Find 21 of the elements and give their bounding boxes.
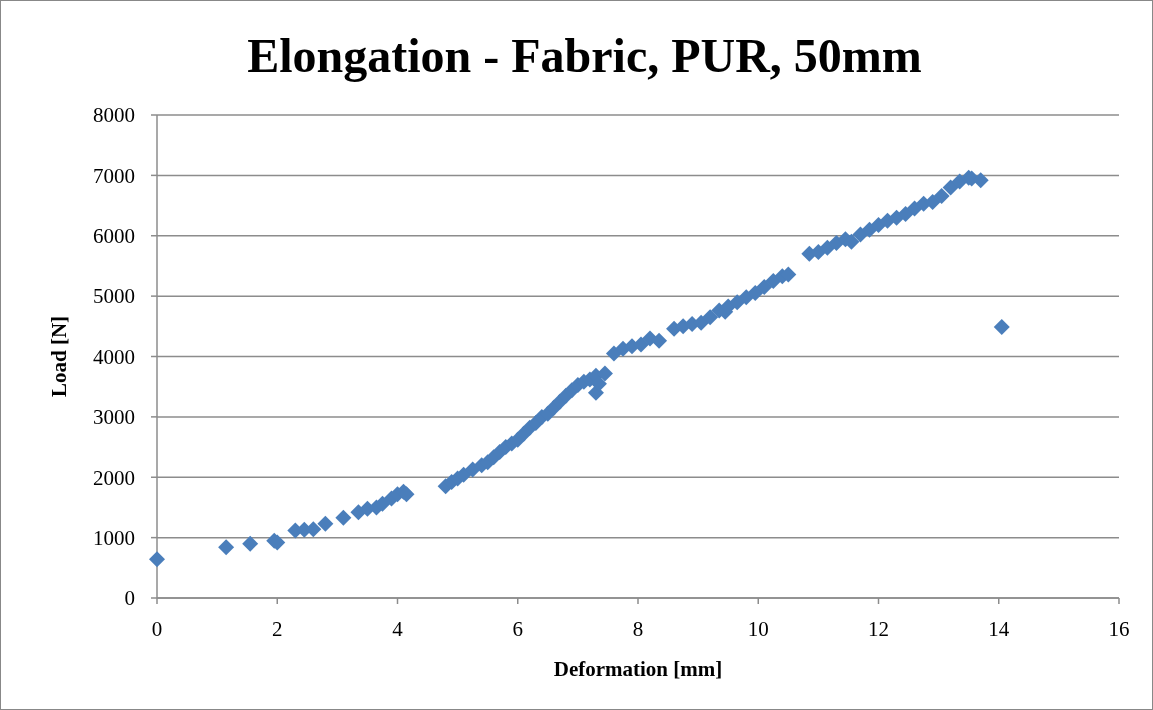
x-tick-label: 10 xyxy=(747,617,769,641)
x-tick-label: 4 xyxy=(392,617,404,641)
y-tick-label: 1000 xyxy=(93,525,135,550)
x-tick-label: 0 xyxy=(151,617,163,641)
x-tick-label: 2 xyxy=(272,617,283,641)
x-tick-label: 6 xyxy=(512,617,523,641)
x-tick-label: 14 xyxy=(988,617,1010,641)
chart-title: Elongation - Fabric, PUR, 50mm xyxy=(247,29,922,82)
x-tick-label: 8 xyxy=(632,617,644,641)
y-tick-label: 3000 xyxy=(93,405,135,430)
x-axis-title: Deformation [mm] xyxy=(553,657,723,681)
y-tick-label: 0 xyxy=(124,586,135,611)
y-tick-label: 5000 xyxy=(93,284,135,309)
y-axis-title: Load [N] xyxy=(47,315,71,398)
x-tick-label: 16 xyxy=(1108,617,1130,641)
y-tick-label: 4000 xyxy=(93,344,135,369)
x-tick-label: 12 xyxy=(868,617,889,641)
y-tick-label: 2000 xyxy=(93,465,135,490)
y-tick-label: 7000 xyxy=(93,163,135,188)
y-tick-label: 8000 xyxy=(93,103,135,128)
y-tick-label: 6000 xyxy=(93,224,135,249)
